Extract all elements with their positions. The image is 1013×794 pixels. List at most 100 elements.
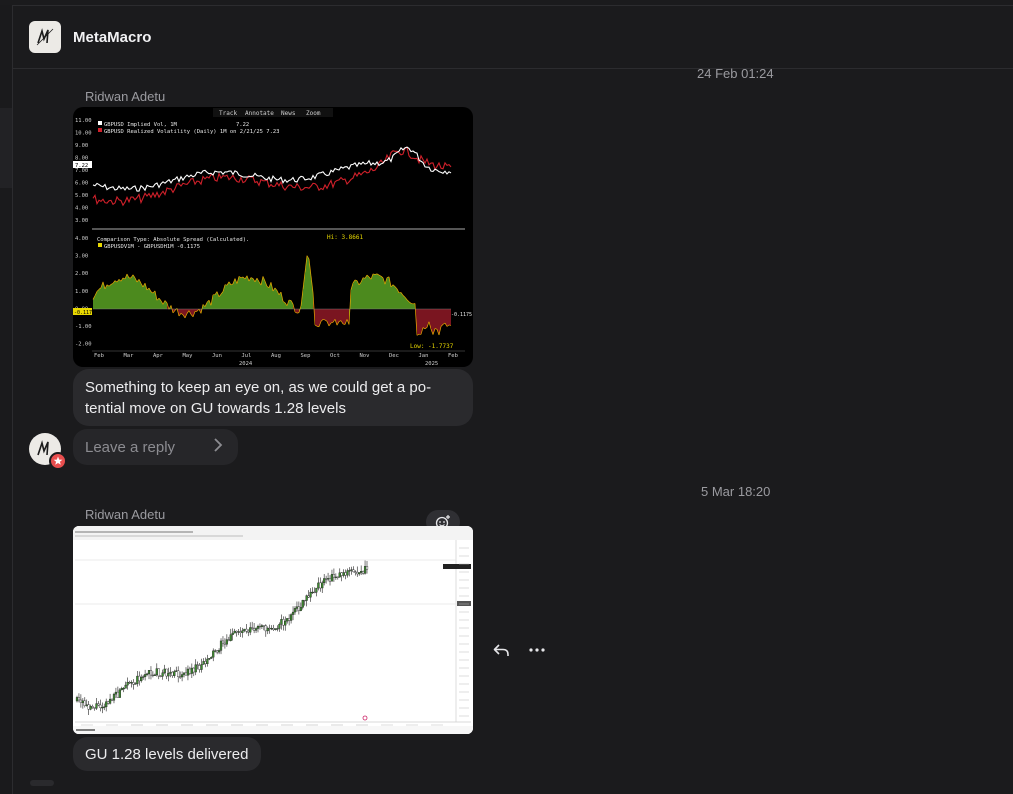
spread-outline <box>342 323 346 325</box>
spread-outline <box>240 276 244 279</box>
candle-body <box>77 697 81 701</box>
candle-body <box>188 668 191 674</box>
candle-body <box>81 700 84 703</box>
spread-outline <box>228 281 232 286</box>
spread-outline <box>210 294 214 306</box>
spread-outline <box>164 300 168 304</box>
spread-bar <box>243 276 245 309</box>
spread-outline <box>326 321 330 327</box>
candle-body <box>120 688 123 691</box>
spread-bar <box>323 309 325 320</box>
month-label: Nov <box>360 353 371 359</box>
spread-outline <box>352 279 356 284</box>
sidebar-tab[interactable] <box>0 108 12 188</box>
candle-body <box>118 689 121 698</box>
spread-bar <box>437 309 439 336</box>
candle-body <box>262 625 265 627</box>
spread-bar <box>355 279 357 309</box>
candle-body <box>280 619 283 625</box>
spread-outline <box>370 273 374 280</box>
message-author[interactable]: Ridwan Adetu <box>85 507 166 522</box>
spread-outline <box>350 282 354 290</box>
candle-body <box>289 614 293 621</box>
spread-bar <box>419 309 421 335</box>
reply-arrow-icon[interactable] <box>492 641 510 664</box>
spread-outline <box>100 281 104 288</box>
candle-body <box>276 628 279 630</box>
spread-outline <box>222 284 226 292</box>
implied-vol-line <box>92 146 452 192</box>
candle-body <box>311 591 314 594</box>
candle-body <box>293 608 297 613</box>
candle-body <box>237 631 240 633</box>
spread-bar <box>449 309 451 326</box>
month-label: Dec <box>389 353 399 359</box>
message-author[interactable]: Ridwan Adetu <box>85 89 166 104</box>
candle-body <box>142 676 145 678</box>
candle-body <box>256 625 260 629</box>
spread-bar <box>321 309 323 322</box>
spread-bar <box>399 292 401 309</box>
spread-outline <box>94 291 98 296</box>
spread-bar <box>405 297 407 309</box>
candle-body <box>112 693 116 701</box>
candle-body <box>344 572 347 576</box>
spread-outline <box>108 284 112 287</box>
spread-bar <box>337 309 339 326</box>
candle-body <box>231 632 234 635</box>
spread-outline <box>142 282 146 288</box>
candle-body <box>278 623 281 629</box>
candle-body <box>169 671 172 674</box>
candle-body <box>177 670 180 678</box>
spread-outline <box>226 281 230 286</box>
candle-body <box>235 630 238 633</box>
candle-body <box>227 639 230 641</box>
toolbar-track: Track <box>219 110 237 117</box>
spread-bar <box>315 309 317 327</box>
price-chart-image[interactable] <box>73 526 473 734</box>
chevron-right-icon[interactable] <box>213 437 223 458</box>
spread-outline <box>382 277 386 285</box>
spread-bar <box>281 292 283 309</box>
reply-input[interactable]: Leave a reply <box>73 429 238 465</box>
spread-bar <box>97 289 99 309</box>
candle-body <box>107 701 110 704</box>
spread-bar <box>311 275 313 309</box>
spread-outline <box>408 301 412 304</box>
bottom-axis-label: 2.00 <box>75 271 88 277</box>
candle-body <box>258 625 262 628</box>
candle-body <box>332 574 336 578</box>
candle-body <box>338 572 341 578</box>
spread-outline <box>162 300 166 305</box>
spread-bar <box>353 279 355 309</box>
spread-bar <box>231 283 233 309</box>
spread-outline <box>390 284 394 288</box>
spread-outline <box>152 290 156 294</box>
spread-outline <box>282 301 286 304</box>
candle-body <box>108 698 112 704</box>
spread-bar <box>237 276 239 309</box>
spread-outline <box>298 305 302 313</box>
spread-outline <box>244 275 248 280</box>
candle-body <box>212 650 215 658</box>
spread-bar <box>357 280 359 309</box>
spread-outline <box>446 324 450 327</box>
candle-body <box>91 706 94 708</box>
spread-outline <box>420 327 424 335</box>
more-dots-icon[interactable] <box>528 641 546 664</box>
spread-outline <box>430 328 434 335</box>
message-text-content: Something to keep an eye on, as we could… <box>85 379 432 417</box>
spread-outline <box>134 277 138 283</box>
spread-bar <box>115 280 117 309</box>
candle-body <box>103 706 106 708</box>
candle-body <box>110 698 114 701</box>
candle-body <box>204 661 207 665</box>
spread-bar <box>341 309 343 324</box>
candle-body <box>219 640 223 651</box>
chart-image[interactable]: Track Annotate News Zoom GBPUSD Implied … <box>73 107 473 367</box>
spread-outline <box>234 278 238 284</box>
spread-outline <box>218 294 222 297</box>
candle-body <box>167 673 170 677</box>
toolbar-annotate: Annotate <box>245 110 274 117</box>
spread-outline <box>416 333 420 336</box>
